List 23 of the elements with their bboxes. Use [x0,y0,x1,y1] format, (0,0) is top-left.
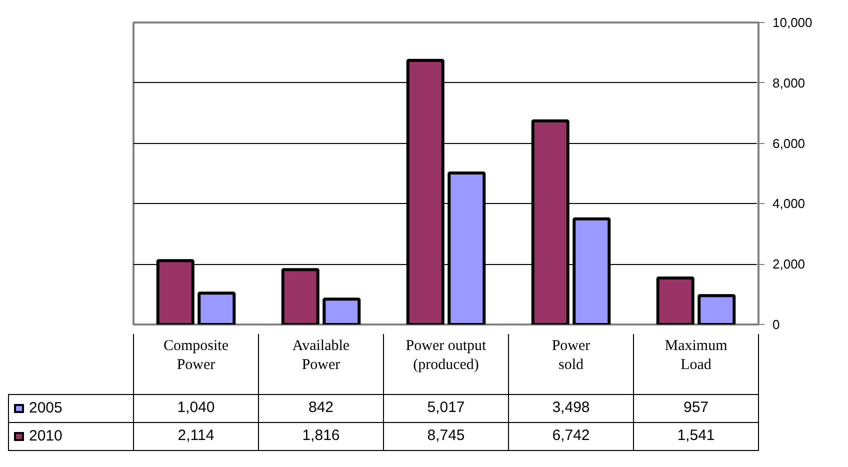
x-tick-label: Composite Power [134,334,258,394]
y-tick-label: 8,000 [772,75,806,90]
x-tick-label: Power sold [508,334,634,394]
y-tick-label: 2,000 [772,256,806,272]
x-tick-label: Power output (produced) [384,334,508,394]
data-label: 6,742 [508,422,634,450]
legend-label: 2005 [29,399,62,416]
data-label: 1,816 [258,422,384,450]
data-label: 8,745 [384,422,508,450]
y-tick-label: 0 [772,317,780,332]
data-label: 957 [634,394,758,422]
y-tick-label: 6,000 [772,136,806,151]
legend-label: 2010 [29,427,62,444]
data-label: 2,114 [134,422,258,450]
data-label: 5,017 [384,394,508,422]
data-label: 842 [258,394,384,422]
y-tick-label: 10,000 [772,15,812,30]
x-tick-label: Maximum Load [634,334,758,394]
data-label: 1,040 [134,394,258,422]
data-label: 1,541 [634,422,758,450]
y-tick-label: 4,000 [772,196,806,212]
data-label: 3,498 [508,394,634,422]
x-tick-label: Available Power [258,334,384,394]
